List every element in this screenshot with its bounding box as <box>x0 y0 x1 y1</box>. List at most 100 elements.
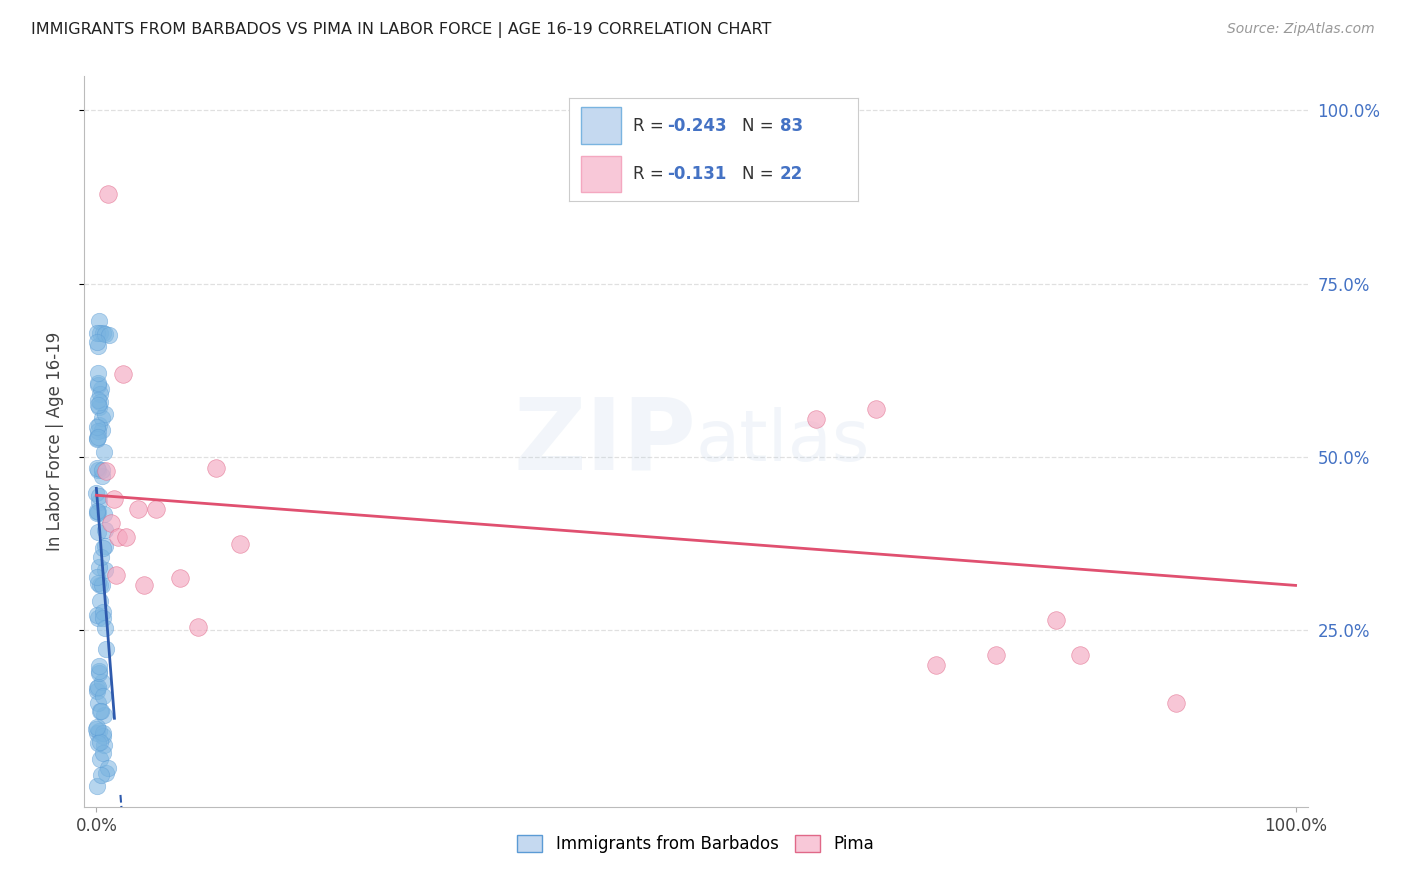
Point <box>86 725 108 739</box>
Point <box>93 507 115 521</box>
Point <box>90 469 112 483</box>
Point <box>86 432 108 446</box>
Point <box>103 491 125 506</box>
Text: -0.243: -0.243 <box>668 117 727 135</box>
Text: R =: R = <box>633 117 669 135</box>
Point <box>865 401 887 416</box>
Point <box>89 387 111 401</box>
Point <box>87 463 110 477</box>
Point <box>87 398 110 412</box>
Point <box>86 684 108 698</box>
Text: 83: 83 <box>780 117 803 135</box>
Point <box>93 738 115 752</box>
Point <box>89 593 111 607</box>
Point <box>97 186 120 201</box>
Point <box>86 722 108 736</box>
Point <box>94 563 117 577</box>
Text: R =: R = <box>633 165 673 183</box>
Point <box>925 658 948 673</box>
Point <box>93 707 115 722</box>
Y-axis label: In Labor Force | Age 16-19: In Labor Force | Age 16-19 <box>45 332 63 551</box>
Point <box>89 494 111 508</box>
Point <box>90 423 112 437</box>
Point <box>87 314 110 328</box>
Point <box>169 572 191 586</box>
Point <box>91 410 114 425</box>
Point <box>87 367 110 381</box>
Point <box>100 516 122 530</box>
Point <box>86 334 108 349</box>
Point <box>87 724 110 739</box>
Point <box>1069 648 1091 662</box>
Point <box>97 760 120 774</box>
FancyBboxPatch shape <box>581 155 621 193</box>
Point <box>91 611 114 625</box>
Point <box>87 736 110 750</box>
Text: atlas: atlas <box>696 407 870 476</box>
Point <box>89 659 111 673</box>
Point <box>87 505 110 519</box>
Point <box>86 420 108 434</box>
Point <box>87 430 110 444</box>
Point <box>96 641 118 656</box>
Point <box>93 445 115 459</box>
Point <box>86 504 108 518</box>
Point <box>89 395 111 409</box>
Point <box>87 392 110 407</box>
Point <box>115 530 138 544</box>
Point <box>98 327 121 342</box>
FancyBboxPatch shape <box>581 107 621 145</box>
Point <box>93 541 115 556</box>
Point <box>187 620 209 634</box>
Point <box>86 570 108 584</box>
Point <box>94 539 117 553</box>
Point <box>86 424 108 438</box>
Point <box>89 665 111 680</box>
Point <box>87 610 110 624</box>
Point <box>87 560 110 574</box>
Point <box>94 407 117 421</box>
Point <box>229 537 252 551</box>
Point <box>86 506 108 520</box>
Point <box>127 502 149 516</box>
Point <box>86 720 108 734</box>
Point <box>90 675 112 690</box>
Text: Source: ZipAtlas.com: Source: ZipAtlas.com <box>1227 22 1375 37</box>
Point <box>91 746 114 760</box>
Text: N =: N = <box>742 117 779 135</box>
Point <box>87 681 110 695</box>
Point <box>804 412 827 426</box>
Point <box>984 648 1007 662</box>
Point <box>86 576 108 591</box>
Point <box>86 326 108 341</box>
Point <box>91 578 114 592</box>
Point <box>1045 613 1067 627</box>
Point <box>90 768 112 782</box>
Point <box>91 729 114 743</box>
Point <box>89 489 111 503</box>
Point <box>107 530 129 544</box>
Point <box>1164 696 1187 710</box>
Point <box>89 578 111 592</box>
Point <box>91 690 114 704</box>
Point <box>89 735 111 749</box>
Point <box>87 417 110 432</box>
Point <box>86 608 108 623</box>
Point <box>89 704 111 718</box>
Text: 22: 22 <box>780 165 803 183</box>
Point <box>86 696 108 710</box>
Point <box>91 326 114 340</box>
Point <box>86 681 108 696</box>
Point <box>91 725 114 739</box>
Text: IMMIGRANTS FROM BARBADOS VS PIMA IN LABOR FORCE | AGE 16-19 CORRELATION CHART: IMMIGRANTS FROM BARBADOS VS PIMA IN LABO… <box>31 22 772 38</box>
Point <box>134 578 156 592</box>
Point <box>86 779 108 793</box>
Legend: Immigrants from Barbados, Pima: Immigrants from Barbados, Pima <box>509 826 883 861</box>
Point <box>87 525 110 540</box>
Point <box>94 765 117 780</box>
Point <box>86 485 108 500</box>
Point <box>86 461 108 475</box>
Point <box>145 502 167 516</box>
Point <box>90 382 112 396</box>
Point <box>91 463 114 477</box>
